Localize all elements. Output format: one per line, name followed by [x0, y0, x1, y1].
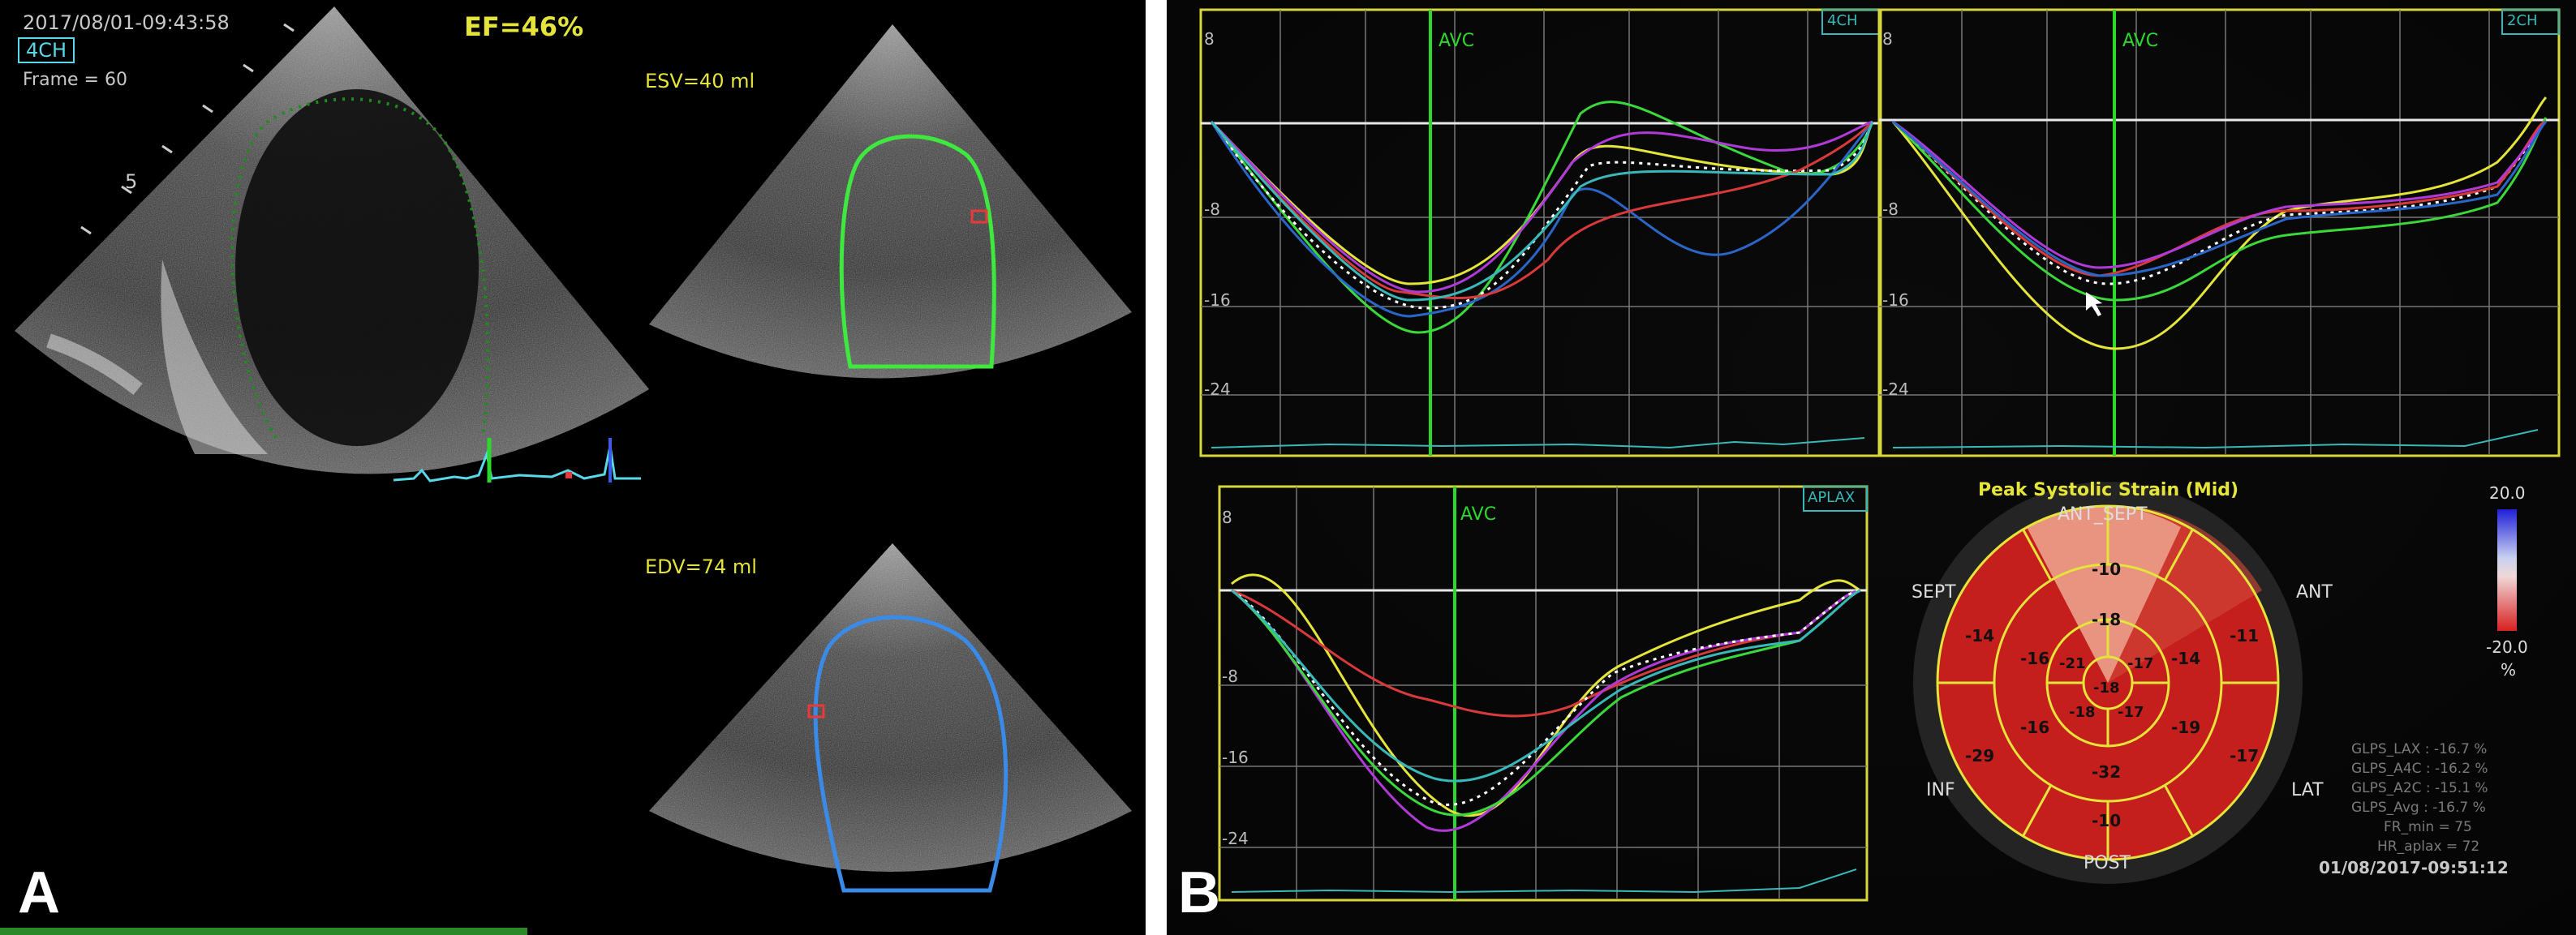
- timestamp-b: 01/08/2017-09:51:12: [2319, 858, 2509, 877]
- gls-a4c: GLPS_A4C : -16.2 %: [2351, 761, 2488, 777]
- plot-aplax-ytick-8: 8: [1222, 508, 1232, 527]
- label-ant-sept: ANT_SEPT: [2058, 504, 2148, 525]
- edv-trace-large: [230, 97, 490, 440]
- esv-marker: [970, 209, 988, 224]
- ultrasound-sector-esv: [649, 24, 1132, 379]
- bullseye-plot: [1913, 482, 2303, 884]
- seg-outer-ant-sept: -10: [2092, 560, 2122, 579]
- esv-value: ESV=40 ml: [645, 70, 755, 92]
- gls-lax: GLPS_LAX : -16.7 %: [2351, 741, 2488, 757]
- scale-unit: %: [2501, 660, 2517, 680]
- seg-mid-sept: -16: [2020, 649, 2050, 668]
- plot-4ch-ytick-m8: -8: [1204, 199, 1220, 219]
- timestamp-a: 2017/08/01-09:43:58: [23, 11, 230, 34]
- ultrasound-sector-edv: [649, 543, 1132, 872]
- plot-4ch-ytick-m16: -16: [1204, 290, 1231, 310]
- seg-mid-ant: -14: [2171, 649, 2201, 668]
- label-lat: LAT: [2291, 780, 2324, 800]
- seg-outer-post: -10: [2092, 811, 2122, 830]
- panel-a: 2017/08/01-09:43:58 4CH Frame = 60 EF=46…: [0, 0, 1146, 935]
- bottom-progress-bar: [0, 928, 527, 935]
- esv-trace: [839, 134, 996, 369]
- plot-2ch-ytick-8: 8: [1882, 29, 1893, 49]
- edv-trace: [813, 615, 1008, 893]
- frame-label: Frame = 60: [23, 70, 127, 90]
- plot-2ch-ytick-m8: -8: [1882, 199, 1899, 219]
- plot-4ch-ytick-m24: -24: [1204, 380, 1231, 399]
- label-sept: SEPT: [1912, 582, 1956, 603]
- bullseye-title: Peak Systolic Strain (Mid): [1978, 480, 2239, 500]
- seg-outer-lat: -17: [2230, 746, 2260, 766]
- seg-apex-1: -21: [2059, 655, 2086, 672]
- plot-aplax-ytick-m16: -16: [1222, 748, 1249, 767]
- seg-apex-4: -18: [2069, 704, 2096, 721]
- strain-plot-aplax: [1218, 485, 1869, 902]
- plot-4ch-tag: 4CH: [1827, 12, 1858, 29]
- scale-min: -20.0: [2486, 637, 2528, 657]
- plot-aplax-avc: AVC: [1460, 504, 1497, 525]
- plot-aplax-tag: APLAX: [1808, 489, 1856, 506]
- plot-aplax-ytick-m8: -8: [1222, 667, 1238, 686]
- panel-a-label: A: [18, 860, 60, 925]
- seg-mid-post: -32: [2092, 762, 2122, 782]
- ecg-trace: [393, 445, 641, 483]
- panel-b: 4CH AVC 8 -8 -16 -24 2CH AVC 8 -8 -16 -2…: [1167, 0, 2576, 935]
- plot-2ch-tag: 2CH: [2507, 12, 2538, 29]
- seg-mid-ant-sept: -18: [2092, 610, 2122, 629]
- edv-value: EDV=74 ml: [645, 555, 757, 578]
- scale-max: 20.0: [2489, 483, 2526, 503]
- plot-aplax-ytick-m24: -24: [1222, 829, 1249, 848]
- seg-mid-inf: -16: [2020, 718, 2050, 737]
- plot-2ch-avc: AVC: [2122, 31, 2159, 51]
- ef-value: EF=46%: [464, 11, 584, 42]
- seg-outer-ant: -11: [2230, 626, 2260, 645]
- strain-plot-4ch: [1199, 8, 1882, 457]
- plot-2ch-ytick-m24: -24: [1882, 380, 1909, 399]
- ecg-marker-red: [566, 472, 572, 478]
- seg-outer-inf: -29: [1965, 746, 1995, 766]
- seg-mid-lat: -19: [2171, 718, 2201, 737]
- label-ant: ANT: [2296, 582, 2333, 603]
- label-inf: INF: [1926, 780, 1955, 800]
- panel-b-canvas: [1167, 0, 2576, 935]
- seg-apex-3: -17: [2118, 704, 2144, 721]
- gls-a2c: GLPS_A2C : -15.1 %: [2351, 780, 2488, 796]
- panel-b-label: B: [1178, 860, 1220, 925]
- seg-outer-sept: -14: [1965, 626, 1995, 645]
- plot-2ch-ytick-m16: -16: [1882, 290, 1909, 310]
- seg-apex-2: -17: [2127, 655, 2154, 672]
- plot-4ch-avc: AVC: [1439, 31, 1475, 51]
- tag-box-aplax: [1803, 486, 1868, 512]
- edv-marker: [807, 704, 825, 718]
- view-tag-a: 4CH: [18, 37, 75, 63]
- depth-marker: 5: [125, 170, 138, 193]
- hr-aplax: HR_aplax = 72: [2377, 838, 2480, 855]
- label-post: POST: [2084, 853, 2131, 873]
- plot-4ch-ytick-8: 8: [1204, 29, 1215, 49]
- depth-ticks: [80, 23, 295, 235]
- color-scale-bar: [2497, 509, 2517, 631]
- ultrasound-sector-large: [15, 6, 649, 474]
- gls-avg: GLPS_Avg : -16.7 %: [2351, 800, 2486, 816]
- panel-a-canvas: [0, 6, 1132, 935]
- seg-center: -18: [2093, 680, 2120, 697]
- strain-plot-2ch: [1877, 8, 2561, 457]
- fr-min: FR_min = 75: [2384, 819, 2472, 835]
- tag-box-2ch: [2501, 9, 2560, 35]
